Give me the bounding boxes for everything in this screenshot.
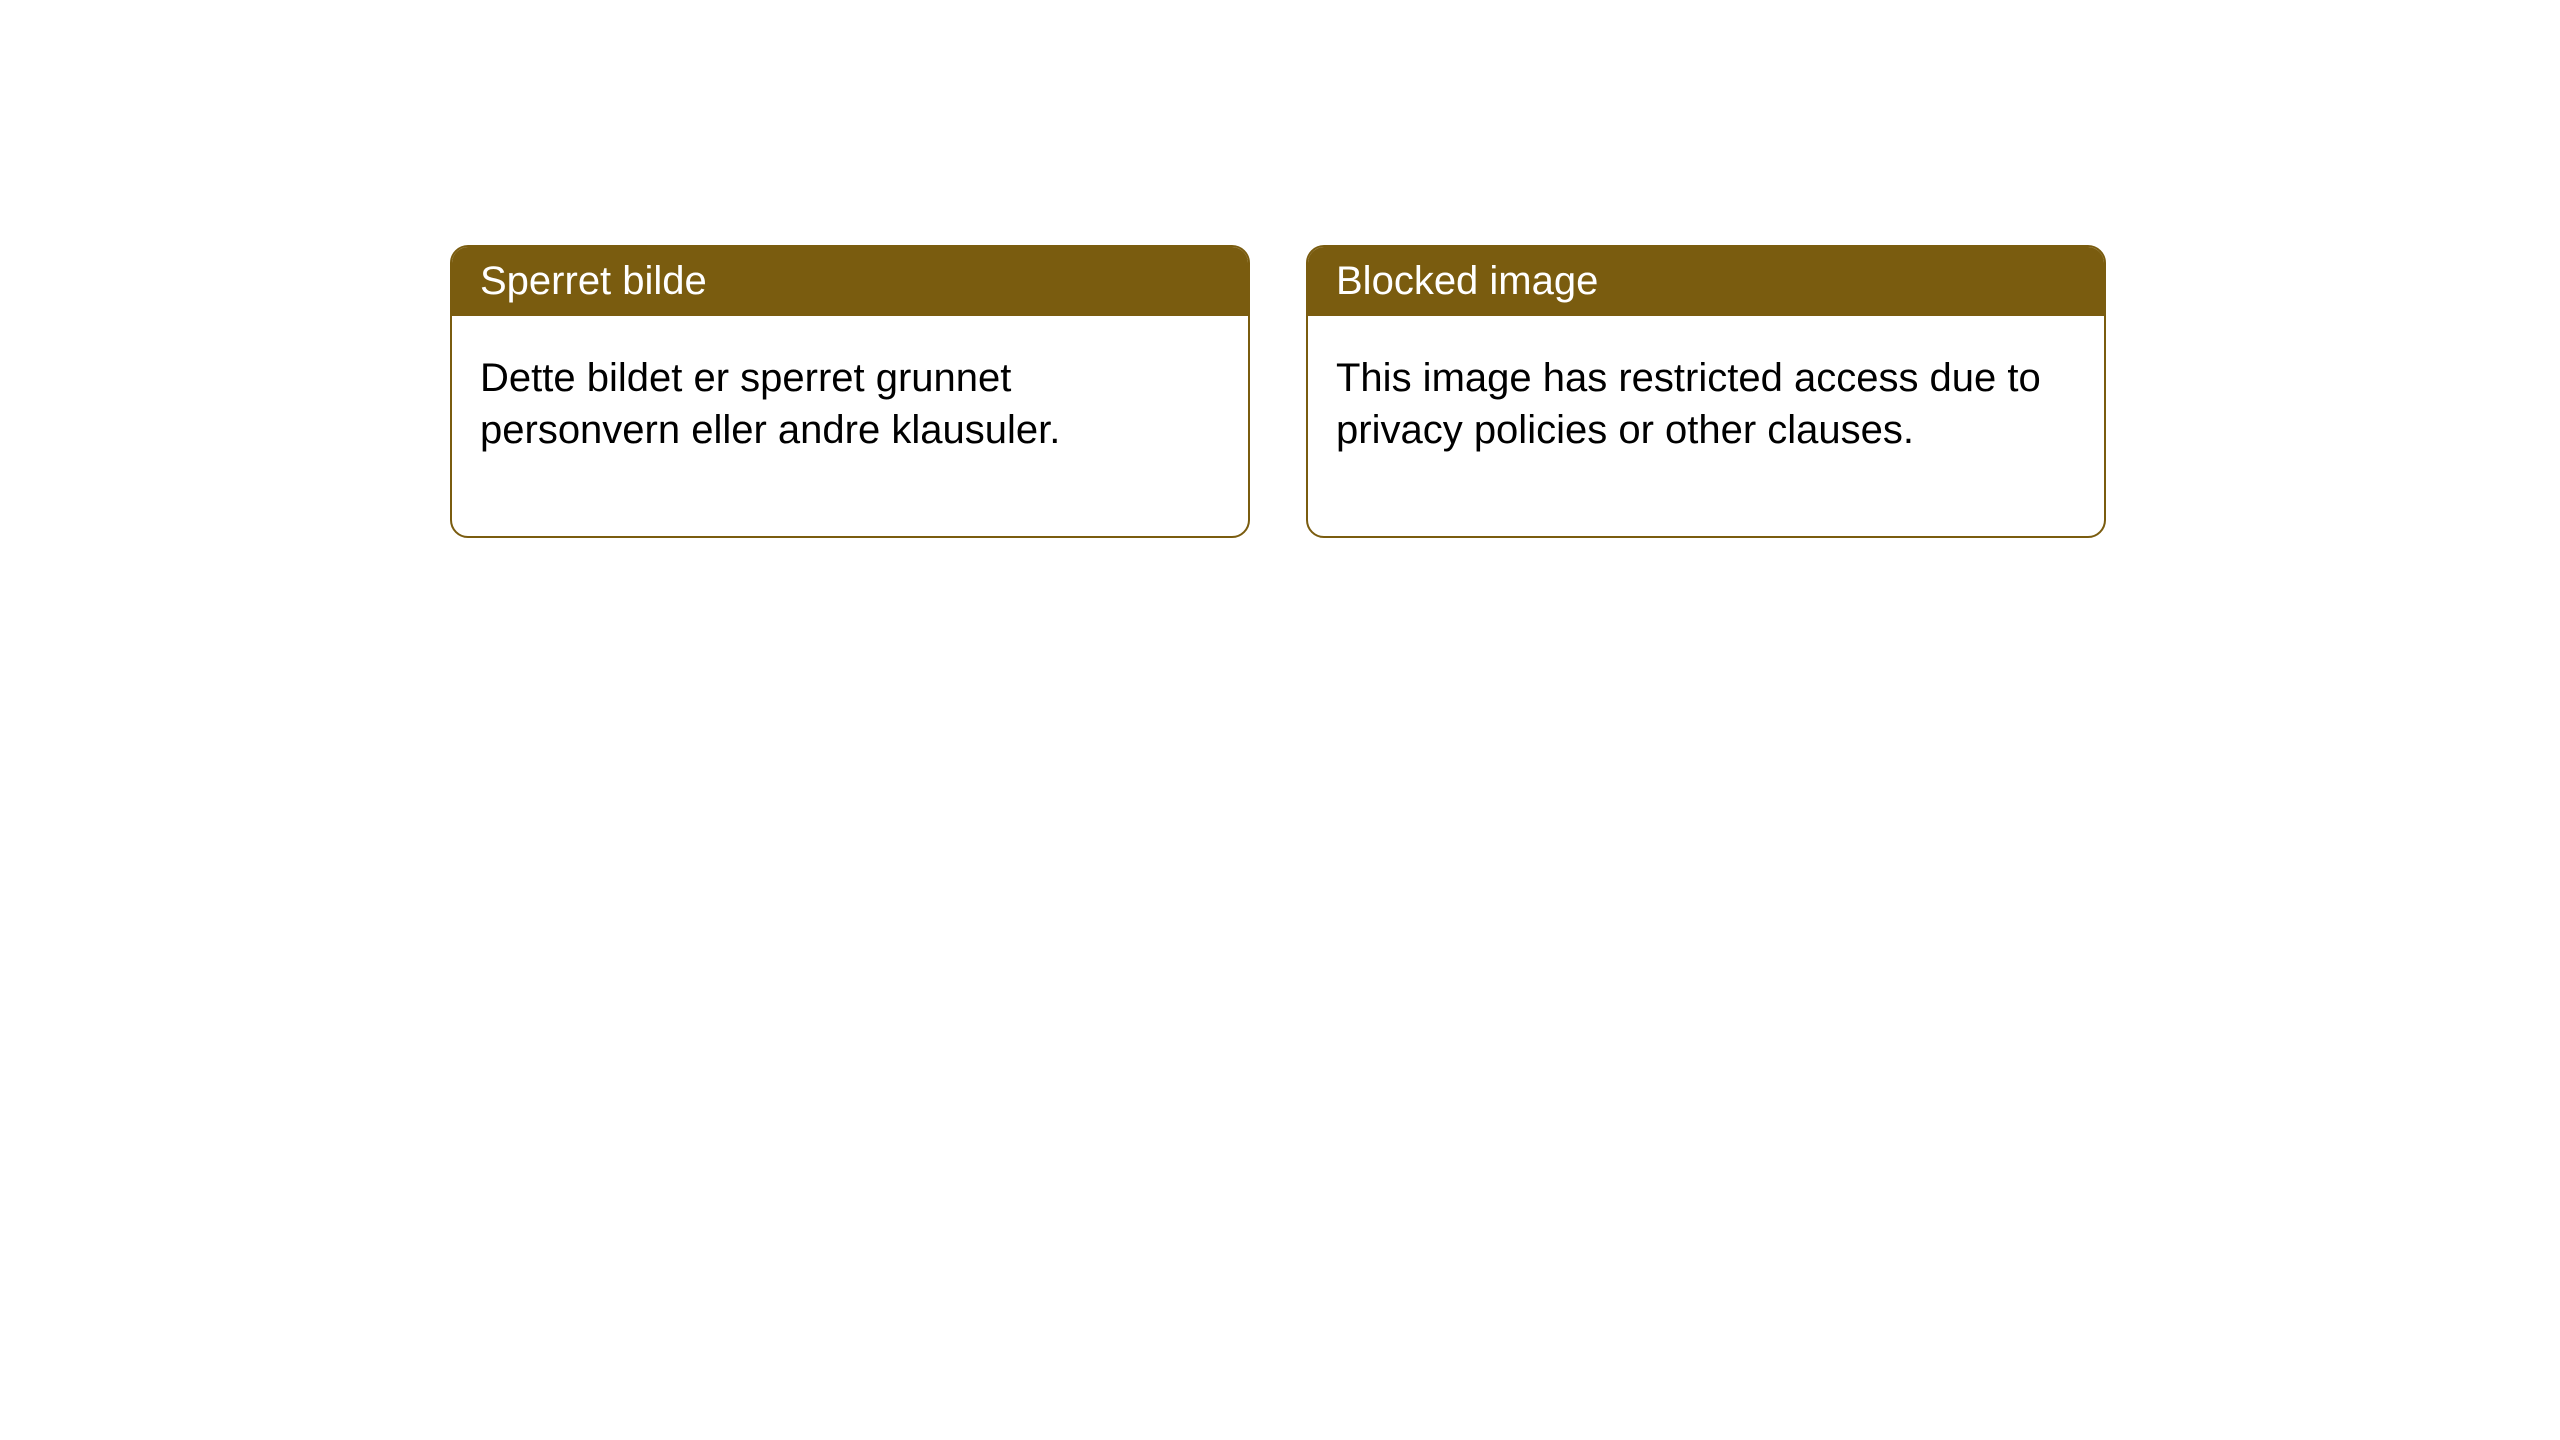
notice-card-norwegian: Sperret bilde Dette bildet er sperret gr… (450, 245, 1250, 538)
notice-header-norwegian: Sperret bilde (452, 247, 1248, 316)
notice-container: Sperret bilde Dette bildet er sperret gr… (450, 245, 2106, 538)
notice-card-english: Blocked image This image has restricted … (1306, 245, 2106, 538)
notice-body-english: This image has restricted access due to … (1308, 316, 2104, 536)
notice-header-english: Blocked image (1308, 247, 2104, 316)
notice-body-norwegian: Dette bildet er sperret grunnet personve… (452, 316, 1248, 536)
